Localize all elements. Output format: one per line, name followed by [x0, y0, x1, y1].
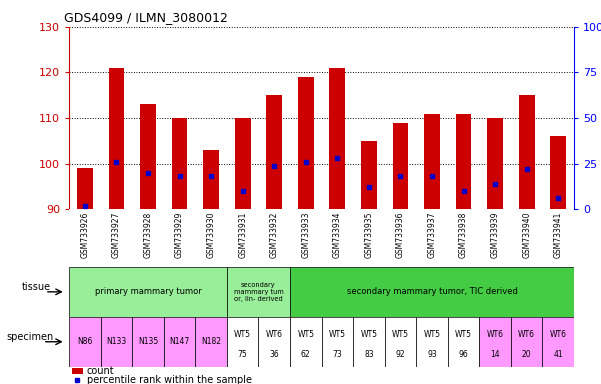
Text: WT5: WT5 [234, 330, 251, 339]
Bar [456, 114, 471, 209]
Text: WT6: WT6 [487, 330, 504, 339]
Text: GSM733939: GSM733939 [490, 212, 499, 258]
Text: 20: 20 [522, 350, 531, 359]
Text: 93: 93 [427, 350, 437, 359]
Text: secondary mammary tumor, TIC derived: secondary mammary tumor, TIC derived [347, 287, 517, 296]
Text: N182: N182 [201, 337, 221, 346]
Bar [329, 68, 345, 209]
Bar [290, 267, 574, 317]
Bar [361, 141, 377, 209]
Text: tissue: tissue [22, 282, 50, 292]
Text: GSM733938: GSM733938 [459, 212, 468, 258]
Text: WT5: WT5 [297, 330, 314, 339]
Text: WT6: WT6 [550, 330, 567, 339]
Text: 14: 14 [490, 350, 500, 359]
Text: WT6: WT6 [266, 330, 282, 339]
Bar [227, 317, 258, 367]
Text: GSM733935: GSM733935 [364, 212, 373, 258]
Text: 36: 36 [269, 350, 279, 359]
Text: 41: 41 [554, 350, 563, 359]
Bar [203, 150, 219, 209]
Bar [551, 136, 566, 209]
Text: WT5: WT5 [424, 330, 441, 339]
Bar [101, 317, 132, 367]
Bar [69, 317, 101, 367]
Text: percentile rank within the sample: percentile rank within the sample [87, 375, 252, 384]
Text: GSM733931: GSM733931 [238, 212, 247, 258]
Text: GDS4099 / ILMN_3080012: GDS4099 / ILMN_3080012 [64, 11, 228, 24]
Text: GSM733933: GSM733933 [301, 212, 310, 258]
Bar [195, 317, 227, 367]
Bar [69, 267, 227, 317]
Text: GSM733930: GSM733930 [207, 212, 216, 258]
Text: WT5: WT5 [361, 330, 377, 339]
Bar [109, 68, 124, 209]
Text: WT6: WT6 [518, 330, 535, 339]
Bar [77, 168, 93, 209]
Bar [519, 95, 534, 209]
Text: GSM733940: GSM733940 [522, 212, 531, 258]
Bar [227, 267, 290, 317]
Text: 62: 62 [301, 350, 311, 359]
Bar [448, 317, 480, 367]
Text: GSM733927: GSM733927 [112, 212, 121, 258]
Text: WT5: WT5 [455, 330, 472, 339]
Bar [416, 317, 448, 367]
Text: GSM733937: GSM733937 [427, 212, 436, 258]
Text: GSM733929: GSM733929 [175, 212, 184, 258]
Text: WT5: WT5 [392, 330, 409, 339]
Text: GSM733928: GSM733928 [144, 212, 153, 258]
Text: N147: N147 [169, 337, 190, 346]
Bar [132, 317, 163, 367]
Text: 96: 96 [459, 350, 468, 359]
Text: 92: 92 [395, 350, 405, 359]
Bar [392, 122, 408, 209]
Bar [511, 317, 542, 367]
Bar [235, 118, 251, 209]
Bar [172, 118, 188, 209]
Text: GSM733926: GSM733926 [81, 212, 90, 258]
Text: WT5: WT5 [329, 330, 346, 339]
Bar [298, 77, 314, 209]
Text: secondary
mammary tum
or, lin- derived: secondary mammary tum or, lin- derived [234, 282, 283, 302]
Text: GSM733941: GSM733941 [554, 212, 563, 258]
Bar [140, 104, 156, 209]
Bar [72, 369, 83, 374]
Text: N86: N86 [77, 337, 93, 346]
Bar [290, 317, 322, 367]
Bar [258, 317, 290, 367]
Text: GSM733936: GSM733936 [396, 212, 405, 258]
Text: GSM733932: GSM733932 [270, 212, 279, 258]
Bar [480, 317, 511, 367]
Bar [163, 317, 195, 367]
Bar [353, 317, 385, 367]
Text: N135: N135 [138, 337, 158, 346]
Bar [322, 317, 353, 367]
Text: 83: 83 [364, 350, 374, 359]
Text: 75: 75 [238, 350, 248, 359]
Text: GSM733934: GSM733934 [333, 212, 342, 258]
Bar [487, 118, 503, 209]
Bar [424, 114, 440, 209]
Text: count: count [87, 366, 114, 376]
Bar [385, 317, 416, 367]
Text: 73: 73 [332, 350, 342, 359]
Bar [266, 95, 282, 209]
Text: primary mammary tumor: primary mammary tumor [94, 287, 201, 296]
Bar [542, 317, 574, 367]
Text: specimen: specimen [7, 332, 54, 342]
Text: N133: N133 [106, 337, 127, 346]
